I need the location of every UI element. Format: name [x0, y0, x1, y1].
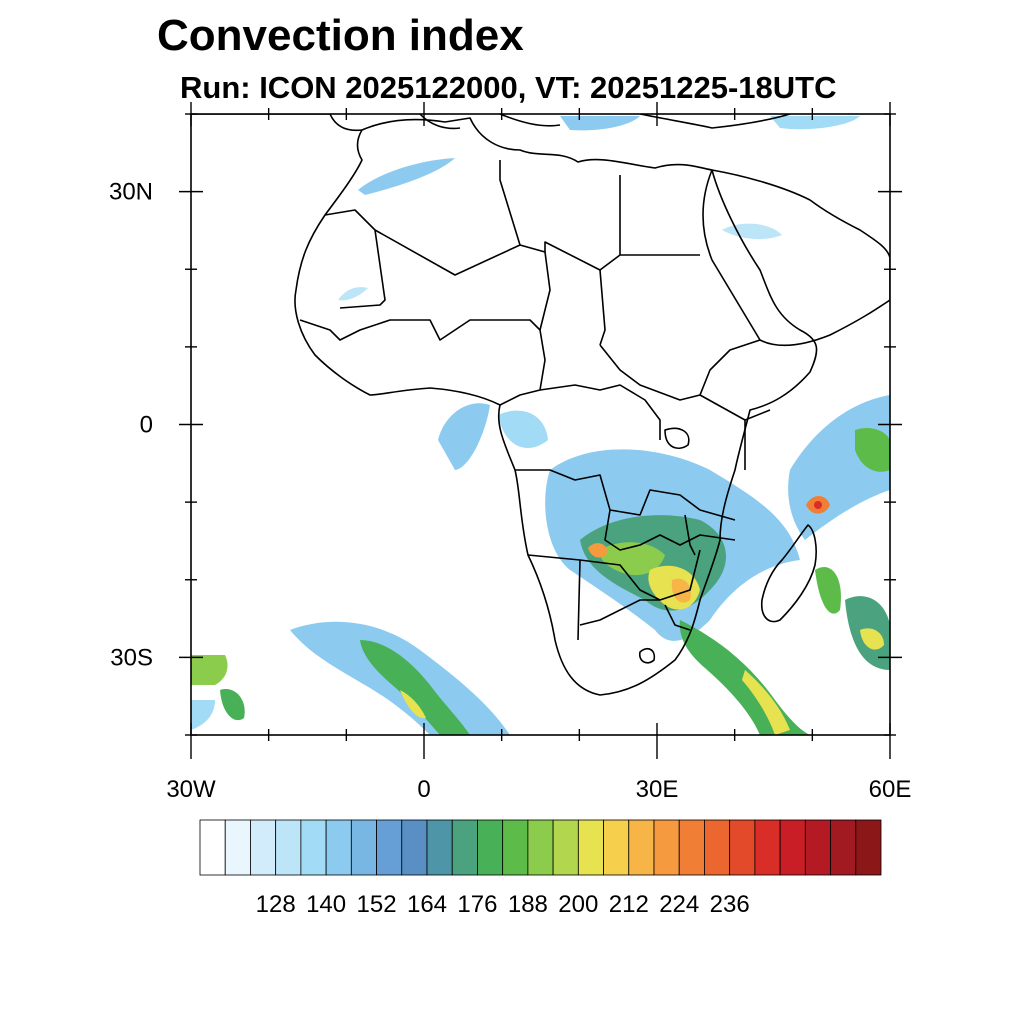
convection-blob-mediterranean [560, 116, 640, 131]
colorbar-label: 236 [710, 891, 750, 918]
convection-blob-east-med [770, 116, 860, 130]
chart-title: Convection index [157, 11, 524, 60]
africa-coastline [294, 117, 818, 696]
convection-blob-south-atlantic-hot [400, 690, 426, 719]
colorbar-swatch [830, 819, 857, 876]
colorbar-swatch [426, 819, 453, 876]
convection-blob-madagascar-east [815, 566, 841, 614]
colorbar-label: 200 [558, 891, 598, 918]
border-line-7 [599, 339, 761, 401]
colorbar-swatch [350, 819, 377, 876]
border-line-11 [515, 469, 736, 521]
colorbar-swatch [451, 819, 478, 876]
axis-ticks: 30N 0 30S 30W 0 30E 60E [109, 102, 911, 803]
convection-blob-plume-core [742, 670, 790, 735]
colorbar-swatch [376, 819, 403, 876]
convection-blob-lower-left [191, 700, 215, 730]
convection-blob-southwest [191, 655, 228, 685]
colorbar-swatch [502, 819, 529, 876]
convection-blob-south-atlantic-core [360, 640, 470, 735]
cyclone-eye [814, 501, 822, 509]
precip-field [191, 116, 890, 735]
run-subtitle: Run: ICON 2025122000, VT: 20251225-18UTC [180, 70, 837, 105]
convection-blob-indian-ocean-core [855, 428, 890, 472]
convection-blob-mozambique [671, 578, 691, 603]
border-line-10 [699, 394, 771, 470]
madagascar-coast [760, 524, 817, 623]
colorbar-label: 188 [508, 891, 548, 918]
border-line-8 [499, 329, 546, 406]
arabia-coast [702, 169, 890, 347]
coastlines-borders [191, 114, 890, 696]
colorbar-swatch [577, 819, 604, 876]
colorbar-swatch [855, 819, 882, 876]
colorbar-swatch [704, 819, 731, 876]
colorbar-label: 140 [306, 891, 346, 918]
colorbar-label: 164 [407, 891, 447, 918]
lake-malawi [684, 514, 696, 556]
convection-blob-southwest-2 [220, 689, 245, 721]
colorbar-label: 128 [256, 891, 296, 918]
convection-blob-angola-hot [588, 543, 608, 558]
colorbar-swatch [729, 819, 756, 876]
colorbar-swatch [603, 819, 630, 876]
lat-tick-label: 0 [140, 412, 153, 439]
lat-tick-label: 30S [110, 644, 153, 671]
border-line-4 [544, 241, 700, 271]
border-line-14 [577, 559, 660, 641]
lon-tick-label: 30W [166, 776, 216, 803]
lat-tick-label: 30N [109, 179, 153, 206]
colorbar-swatch [552, 819, 579, 876]
lon-tick-label: 30E [636, 776, 679, 803]
colorbar-swatch [250, 819, 277, 876]
lesotho [638, 648, 656, 664]
colorbar-swatch [325, 819, 352, 876]
border-line-15 [664, 604, 691, 631]
colorbar-swatch [754, 819, 781, 876]
colorbar-swatch [653, 819, 680, 876]
convection-blob-congo [498, 410, 548, 448]
colorbar-swatch [300, 819, 327, 876]
colorbar-label: 224 [659, 891, 699, 918]
colorbar-label: 176 [457, 891, 497, 918]
lake-victoria [664, 427, 690, 449]
convection-blob-west-sahara [338, 287, 368, 301]
border-line-1 [324, 209, 386, 309]
convection-blob-guinea [438, 403, 490, 470]
colorbar-label: 152 [357, 891, 397, 918]
colorbar-swatch [199, 819, 226, 876]
lon-tick-label: 60E [869, 776, 912, 803]
europe-coast [191, 114, 791, 132]
convection-blob-arabia [722, 223, 782, 240]
colorbar-swatch [275, 819, 302, 876]
colorbar-swatch [401, 819, 428, 876]
colorbar-swatch [779, 819, 806, 876]
colorbar-swatch [628, 819, 655, 876]
convection-blob-far-southeast-core [860, 628, 884, 650]
colorbar-swatch [678, 819, 705, 876]
border-line-3 [499, 160, 521, 246]
border-line-5 [599, 175, 621, 346]
colorbar-label: 212 [609, 891, 649, 918]
colorbar-swatch [527, 819, 554, 876]
colorbar-swatch [224, 819, 251, 876]
colorbar-swatch [804, 819, 831, 876]
colorbar: 128 140 152 164 176 188 200 212 224 236 [199, 819, 882, 918]
border-line-2 [374, 229, 551, 331]
colorbar-swatch [477, 819, 504, 876]
border-line-12 [604, 509, 736, 551]
border-line-9 [539, 384, 661, 440]
lon-tick-label: 0 [417, 776, 430, 803]
convection-blob-atlas [358, 158, 455, 195]
convection-blob-zambia-core [599, 542, 665, 576]
border-line-6 [299, 319, 541, 341]
